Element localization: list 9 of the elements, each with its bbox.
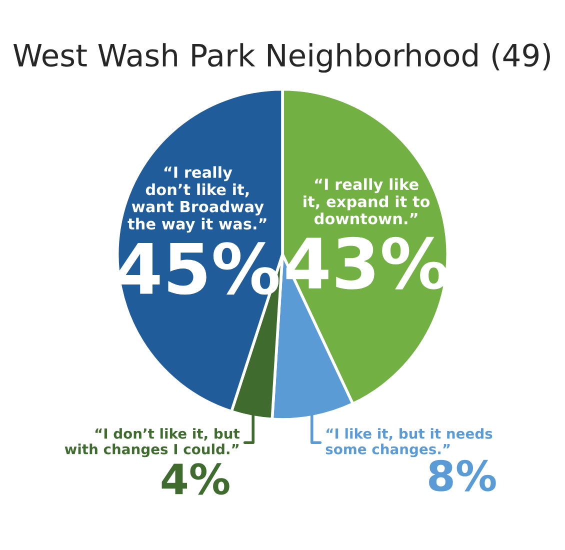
data-label: 8% bbox=[429, 460, 496, 492]
slice-label: “I don’t like it, but with changes I could.” bbox=[64, 428, 240, 458]
data-label: 43% bbox=[286, 236, 448, 290]
chart-title: West Wash Park Neighborhood (49) bbox=[13, 43, 550, 73]
data-label: 45% bbox=[118, 242, 279, 295]
data-label: 4% bbox=[162, 463, 230, 495]
slice-label: “I really like it, expand it to downtown.” bbox=[304, 178, 430, 224]
slice-label: “I like it, but it needs some changes.” bbox=[326, 428, 492, 458]
slice-label: “I really don’t like it, want Broadway the way it was.” bbox=[128, 166, 266, 233]
